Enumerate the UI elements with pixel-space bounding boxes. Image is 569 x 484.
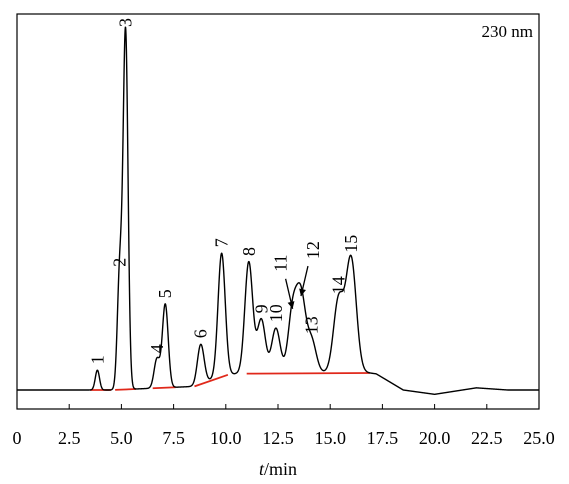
x-axis-title-unit: /min [264,459,297,479]
x-axis-ticks: 0 2.5 5.0 7.5 10.0 12.5 15.0 17.5 20.0 22.5 25.0 [13,404,555,448]
peak-label-2: 2 [110,258,130,267]
peak-label-4: 4 [147,344,167,353]
x-tick-label: 20.0 [419,428,451,448]
peak-label-13: 13 [301,316,321,334]
x-tick-label: 15.0 [314,428,346,448]
x-tick-label: 10.0 [210,428,242,448]
x-tick-label: 17.5 [367,428,399,448]
peak-label-11: 11 [271,254,291,271]
x-axis-title-italic: t [259,459,265,479]
peak-arrows [284,265,309,309]
peak-label-10: 10 [266,304,286,322]
peak-label-6: 6 [191,329,211,338]
peak-label-12: 12 [303,241,323,259]
plot-border [16,13,540,410]
peak-label-15: 15 [341,235,361,253]
arrowhead-11 [287,301,295,309]
peak-label-9: 9 [251,304,271,313]
wavelength-annotation: 230 nm [482,22,533,41]
x-tick-label: 12.5 [262,428,294,448]
integration-baseline [194,373,229,388]
peak-label-3: 3 [116,18,136,27]
x-tick-label: 7.5 [162,428,185,448]
plot-frame [16,13,540,410]
x-tick-label: 22.5 [471,428,503,448]
peak-label-14: 14 [329,276,349,294]
x-tick-label: 2.5 [58,428,81,448]
peak-label-5: 5 [155,289,175,298]
peak-label-1: 1 [87,355,107,364]
x-tick-label: 0 [13,428,22,448]
arrowhead-12 [299,288,306,297]
x-axis-title: t/min [259,459,297,479]
integration-baseline [115,388,137,391]
integration-baselines [90,372,370,391]
peak-label-7: 7 [212,238,232,247]
chromatogram-trace [16,26,540,396]
integration-baseline [246,372,370,375]
x-tick-label: 25.0 [523,428,555,448]
x-tick-label: 5.0 [110,428,133,448]
integration-baseline [152,386,176,390]
peak-label-8: 8 [239,247,259,256]
